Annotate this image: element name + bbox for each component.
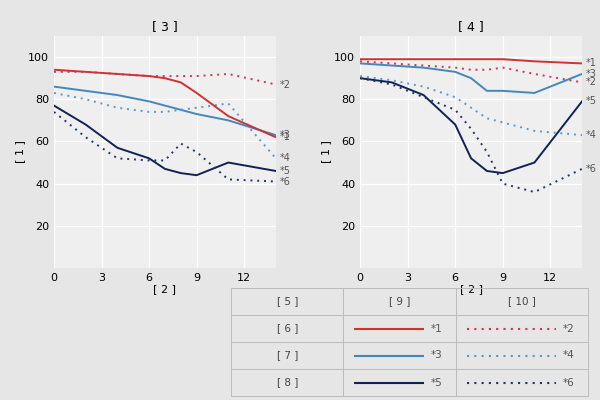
Text: [ 5 ]: [ 5 ]	[277, 296, 298, 306]
Title: [ 3 ]: [ 3 ]	[152, 20, 178, 34]
Text: *4: *4	[586, 130, 597, 140]
Text: [ 6 ]: [ 6 ]	[277, 324, 298, 334]
Text: *2: *2	[280, 80, 291, 90]
Text: *2: *2	[563, 324, 575, 334]
Text: [ 9 ]: [ 9 ]	[389, 296, 410, 306]
Text: *3: *3	[280, 130, 291, 140]
X-axis label: [ 2 ]: [ 2 ]	[460, 284, 482, 294]
Text: *3: *3	[586, 69, 597, 79]
Text: *6: *6	[586, 164, 597, 174]
Title: [ 4 ]: [ 4 ]	[458, 20, 484, 34]
Text: *3: *3	[431, 350, 443, 360]
X-axis label: [ 2 ]: [ 2 ]	[154, 284, 176, 294]
Text: *2: *2	[586, 77, 597, 87]
Text: *5: *5	[280, 166, 291, 176]
Text: *6: *6	[563, 378, 575, 388]
Text: *1: *1	[586, 58, 597, 68]
Text: [ 8 ]: [ 8 ]	[277, 378, 298, 388]
Y-axis label: [ 1 ]: [ 1 ]	[322, 140, 332, 164]
Text: *5: *5	[586, 96, 597, 106]
Text: *5: *5	[431, 378, 443, 388]
Text: *4: *4	[563, 350, 575, 360]
Text: [ 7 ]: [ 7 ]	[277, 350, 298, 360]
Text: *1: *1	[280, 132, 291, 142]
Text: *6: *6	[280, 176, 291, 186]
Text: *1: *1	[431, 324, 443, 334]
Text: [ 10 ]: [ 10 ]	[508, 296, 536, 306]
Y-axis label: [ 1 ]: [ 1 ]	[16, 140, 25, 164]
Text: *4: *4	[280, 153, 291, 163]
